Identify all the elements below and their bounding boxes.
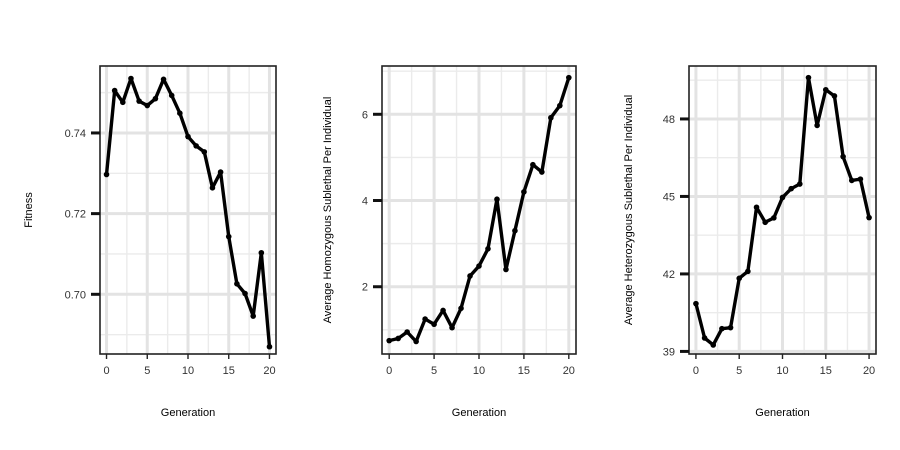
chart-panel-3: 0 5 10 15 20 39 42 45 48 Generation Average Hetero… (623, 65, 877, 419)
data-point (386, 337, 392, 344)
data-point (521, 189, 527, 195)
y-tick-label: 0.74 (65, 128, 86, 140)
data-point (120, 99, 126, 106)
data-point (422, 316, 428, 322)
y-tick-label: 45 (663, 191, 675, 203)
data-point (467, 273, 473, 279)
x-tick-label: 10 (473, 365, 485, 377)
data-point (152, 95, 159, 102)
data-point (234, 281, 240, 287)
data-point (217, 169, 224, 175)
data-point (822, 86, 829, 93)
data-point (539, 169, 545, 175)
data-point (413, 338, 419, 345)
data-point (548, 114, 554, 121)
data-point (209, 185, 216, 191)
data-point (258, 249, 265, 256)
data-point (566, 74, 572, 81)
data-point (745, 268, 751, 275)
x-tick-label: 15 (223, 365, 235, 377)
data-point (503, 266, 509, 273)
data-point (458, 305, 464, 312)
x-tick-label: 20 (863, 365, 875, 377)
y-axis-label: Fitness (23, 192, 35, 228)
data-point (779, 194, 786, 201)
data-point (771, 215, 777, 221)
x-tick-label: 15 (518, 365, 530, 377)
data-point (805, 74, 812, 81)
data-point (201, 149, 208, 155)
x-tick-label: 0 (103, 365, 109, 377)
data-point (727, 324, 734, 331)
y-tick-label: 6 (362, 109, 368, 121)
x-axis-label: Generation (452, 407, 506, 419)
y-axis-label: Average Heterozygous Sublethal Per Indiv… (623, 95, 635, 325)
data-point (753, 204, 760, 211)
x-axis-label: Generation (755, 407, 809, 419)
data-point (242, 290, 248, 297)
data-point (848, 177, 855, 184)
data-point (404, 329, 410, 335)
data-point (701, 335, 708, 341)
data-point (431, 321, 437, 328)
data-point (440, 307, 446, 314)
data-point (185, 133, 191, 140)
data-point (476, 263, 482, 269)
data-point (128, 75, 134, 82)
y-tick-label: 4 (362, 196, 368, 208)
x-tick-label: 15 (820, 365, 832, 377)
data-point (177, 110, 183, 116)
data-point (449, 324, 455, 331)
data-point (395, 335, 401, 342)
data-point (144, 102, 151, 109)
x-tick-label: 10 (776, 365, 788, 377)
x-tick-label: 20 (263, 365, 275, 377)
data-point (168, 92, 175, 99)
data-point (831, 93, 838, 99)
y-tick-label: 2 (362, 282, 368, 294)
y-tick-label: 0.72 (65, 209, 86, 221)
x-tick-label: 0 (386, 365, 392, 377)
data-point (193, 143, 199, 149)
x-tick-label: 10 (182, 365, 194, 377)
y-tick-label: 0.70 (65, 289, 86, 301)
chart-panel-2: 0 5 10 15 20 2 4 6 Generation Average Homozygous … (322, 65, 577, 419)
x-axis-label: Generation (161, 407, 215, 419)
data-point (840, 153, 846, 160)
y-tick-label: 42 (663, 269, 675, 281)
data-point (866, 214, 872, 221)
data-point (485, 246, 491, 252)
data-point (225, 233, 232, 240)
data-point (512, 227, 518, 234)
data-point (762, 219, 768, 226)
data-point (736, 275, 743, 282)
x-tick-label: 20 (563, 365, 575, 377)
data-point (814, 122, 820, 129)
data-point (250, 313, 256, 319)
data-point (160, 76, 167, 83)
y-axis-label: Average Homozygous Sublethal Per Individ… (322, 97, 334, 324)
data-point (111, 87, 118, 94)
data-point (857, 176, 864, 182)
data-point (788, 185, 794, 192)
data-point (136, 98, 142, 104)
data-point (557, 102, 563, 109)
data-point (494, 196, 500, 203)
y-tick-label: 48 (663, 114, 675, 126)
x-tick-label: 5 (736, 365, 742, 377)
data-point (710, 342, 717, 348)
data-point (719, 325, 725, 332)
data-point (693, 300, 699, 307)
x-tick-label: 0 (693, 365, 699, 377)
data-point (103, 171, 110, 178)
data-point (530, 161, 536, 168)
x-tick-label: 5 (431, 365, 437, 377)
data-point (266, 343, 273, 350)
data-point (797, 181, 803, 187)
x-tick-label: 5 (144, 365, 150, 377)
y-tick-label: 39 (663, 346, 675, 358)
chart-panel-1: 0 5 10 15 20 0.70 0.72 0.74 Generation Fitness (23, 65, 277, 419)
